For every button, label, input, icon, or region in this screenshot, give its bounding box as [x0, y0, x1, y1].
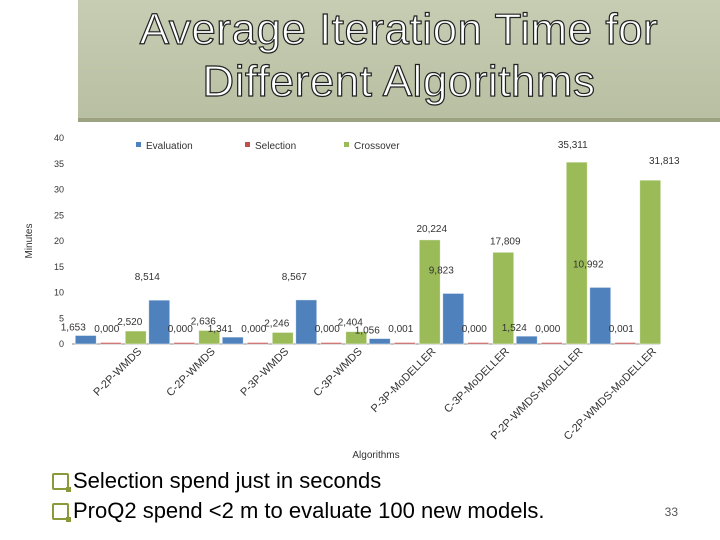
data-label-crossover-2: 2,246 [264, 318, 289, 329]
data-label-evaluation-7: 10,992 [573, 259, 604, 270]
x-axis-label: Algorithms [352, 450, 399, 461]
bar-evaluation-0 [74, 335, 97, 345]
iteration-time-chart: 0 5 10 15 20 25 30 35 40 Minutes Evaluation Selecti… [24, 133, 680, 461]
title-line-1: Average Iteration Time for [139, 4, 659, 54]
category-label-5: C-3P-MoDELLER [442, 346, 512, 416]
category-label-2: P-3P-WMDS [238, 346, 291, 399]
data-label-evaluation-4: 1,056 [355, 326, 380, 337]
legend-label-0: Evaluation [146, 141, 193, 152]
legend-label-2: Crossover [354, 141, 400, 152]
bar-evaluation-1 [148, 299, 171, 345]
data-label-evaluation-1: 8,514 [135, 272, 160, 283]
bar-crossover-6 [565, 161, 588, 345]
y-tick-label-0: 0 [59, 339, 64, 349]
data-label-evaluation-0: 1,653 [61, 322, 86, 333]
bar-evaluation-5 [442, 293, 465, 345]
y-tick-label-5: 25 [54, 210, 64, 220]
y-tick-label-1: 5 [59, 313, 64, 323]
y-tick-label-4: 20 [54, 236, 64, 246]
legend-label-1: Selection [255, 141, 296, 152]
y-tick-label-2: 10 [54, 288, 64, 298]
title-band [78, 0, 720, 118]
category-label-1: C-2P-WMDS [164, 346, 217, 399]
data-label-crossover-4: 20,224 [416, 224, 447, 235]
bar-crossover-7 [639, 179, 662, 345]
bar-crossover-3 [345, 331, 368, 345]
bar-selection-7 [614, 342, 637, 345]
category-label-3: C-3P-WMDS [311, 346, 364, 399]
y-tick-label-6: 30 [54, 185, 64, 195]
data-label-crossover-3: 2,404 [338, 318, 363, 329]
data-label-selection-2: 0,000 [241, 324, 266, 335]
data-label-evaluation-6: 1,524 [502, 323, 527, 334]
legend-swatch-1 [245, 142, 250, 147]
data-label-evaluation-2: 1,341 [208, 324, 233, 335]
data-label-crossover-6: 35,311 [558, 140, 588, 151]
bar-selection-0 [99, 342, 122, 345]
legend-swatch-0 [136, 142, 141, 147]
bullet-item-1: Selection spend just in seconds [52, 466, 544, 496]
bar-evaluation-2 [221, 336, 244, 345]
data-label-crossover-1: 2,636 [191, 316, 216, 327]
y-tick-label-7: 35 [54, 159, 64, 169]
y-axis-label: Minutes [24, 223, 35, 258]
data-label-selection-6: 0,000 [535, 324, 560, 335]
data-label-selection-1: 0,000 [168, 324, 193, 335]
bar-crossover-1 [198, 330, 221, 345]
bar-selection-4 [393, 342, 416, 345]
data-label-selection-3: 0,000 [315, 324, 340, 335]
bar-crossover-4 [418, 239, 441, 345]
data-label-selection-0: 0,000 [94, 324, 119, 335]
bar-evaluation-6 [515, 335, 538, 345]
title-line-2: Different Algorithms [202, 56, 596, 106]
bullet-item-2: ProQ2 spend <2 m to evaluate 100 new mod… [52, 496, 544, 526]
bullet-list: Selection spend just in seconds ProQ2 sp… [52, 466, 544, 526]
bullet-text-1: Selection spend just in seconds [73, 468, 382, 493]
bar-crossover-2 [271, 332, 294, 345]
bar-crossover-5 [492, 251, 515, 345]
bar-evaluation-3 [295, 299, 318, 345]
bullet-box-icon [52, 502, 71, 522]
bar-evaluation-4 [368, 338, 391, 345]
y-tick-label-3: 15 [54, 262, 64, 272]
bullet-text-2: ProQ2 spend <2 m to evaluate 100 new mod… [73, 498, 545, 523]
data-label-selection-4: 0,001 [388, 324, 413, 335]
bullet-box-icon [52, 472, 71, 492]
data-label-evaluation-5: 9,823 [429, 265, 454, 276]
bar-selection-3 [320, 342, 343, 345]
bar-selection-5 [467, 342, 490, 345]
bar-selection-6 [540, 342, 563, 345]
bar-crossover-0 [124, 330, 147, 345]
category-label-4: P-3P-MoDELLER [369, 346, 438, 415]
data-label-evaluation-3: 8,567 [282, 272, 307, 283]
bar-selection-1 [173, 342, 196, 345]
category-label-0: P-2P-WMDS [91, 346, 144, 399]
data-label-crossover-7: 31,813 [649, 156, 680, 167]
data-label-crossover-5: 17,809 [490, 236, 521, 247]
data-label-selection-7: 0,001 [609, 324, 634, 335]
y-tick-label-8: 40 [54, 133, 64, 143]
data-label-crossover-0: 2,520 [117, 317, 142, 328]
page-number: 33 [664, 505, 678, 519]
slide-title: Average Iteration Time for Different Alg… [78, 4, 720, 108]
data-label-selection-5: 0,000 [462, 324, 487, 335]
legend-swatch-2 [344, 142, 349, 147]
bar-evaluation-7 [589, 286, 612, 345]
bar-selection-2 [246, 342, 269, 345]
title-band-edge [78, 118, 720, 122]
